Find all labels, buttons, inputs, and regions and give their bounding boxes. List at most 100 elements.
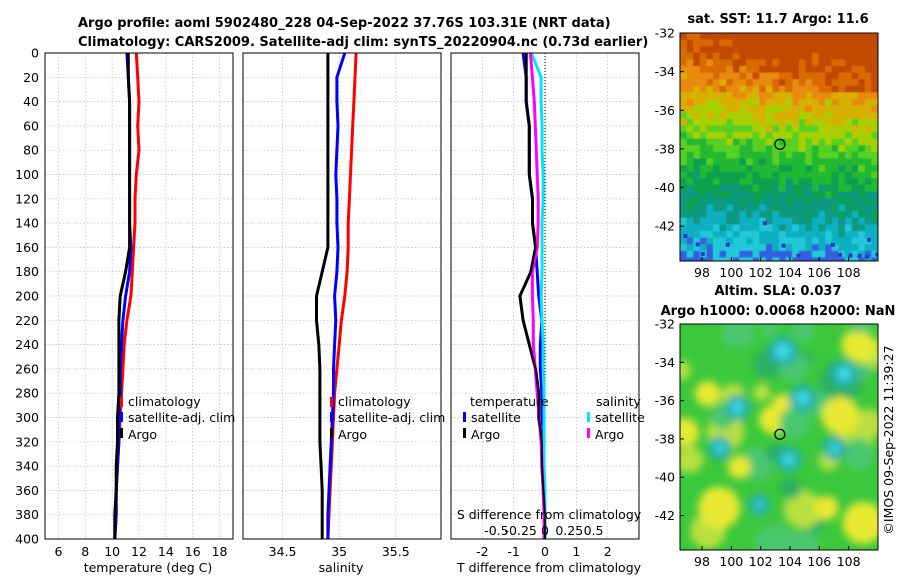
sst-cell bbox=[693, 237, 701, 245]
sst-cell bbox=[686, 198, 694, 206]
sst-cell bbox=[772, 145, 780, 153]
sst-cell bbox=[739, 224, 747, 232]
lat-tick-label: -38 bbox=[655, 431, 675, 446]
sst-cell bbox=[693, 99, 701, 107]
sst-cell bbox=[812, 151, 820, 159]
sst-cell bbox=[719, 138, 727, 146]
lon-tick-label: 102 bbox=[749, 554, 773, 569]
sst-cell bbox=[818, 33, 826, 41]
sst-cell bbox=[693, 125, 701, 133]
sst-cell bbox=[851, 231, 859, 239]
sst-cell bbox=[845, 158, 853, 166]
sst-cell bbox=[818, 112, 826, 120]
sst-cell bbox=[726, 178, 734, 186]
sst-cell bbox=[739, 46, 747, 54]
sst-cell bbox=[871, 132, 878, 140]
sst-cell bbox=[765, 52, 773, 60]
sst-cell bbox=[871, 237, 878, 245]
sst-cell bbox=[871, 59, 878, 67]
sst-cell bbox=[772, 72, 780, 80]
sst-cell bbox=[779, 244, 787, 252]
temperature-panel: 0 20 40 60 80 100 120 140 160 180 200 220 240 260 280 3… bbox=[15, 46, 234, 559]
sst-cell bbox=[772, 224, 780, 232]
sst-cell bbox=[693, 118, 701, 126]
sst-cell bbox=[713, 171, 721, 179]
sst-cell bbox=[812, 237, 820, 245]
sst-cell bbox=[838, 204, 846, 212]
sst-cell bbox=[864, 178, 872, 186]
sst-cell bbox=[772, 33, 780, 41]
sst-cell bbox=[719, 204, 727, 212]
sst-cell bbox=[739, 125, 747, 133]
sst-cell bbox=[693, 151, 701, 159]
sst-cell bbox=[805, 217, 813, 225]
sst-cell bbox=[693, 52, 701, 60]
sst-cell bbox=[765, 211, 773, 219]
sst-cell bbox=[831, 85, 839, 93]
sst-cell bbox=[752, 59, 760, 67]
sst-cell bbox=[752, 204, 760, 212]
lat-tick-label: -36 bbox=[655, 393, 675, 408]
sst-cell bbox=[864, 217, 872, 225]
sst-cell bbox=[851, 125, 859, 133]
sst-cell bbox=[719, 244, 727, 252]
sst-cell bbox=[831, 151, 839, 159]
sst-cell bbox=[831, 171, 839, 179]
sst-cell bbox=[851, 52, 859, 60]
sst-cell bbox=[706, 244, 714, 252]
sst-cell bbox=[798, 191, 806, 199]
sst-cell bbox=[798, 79, 806, 87]
sst-cell bbox=[785, 79, 793, 87]
sst-cell bbox=[706, 99, 714, 107]
sst-cell bbox=[732, 184, 740, 192]
sst-cell bbox=[798, 151, 806, 159]
sst-cell bbox=[851, 171, 859, 179]
sst-cell bbox=[693, 224, 701, 232]
sst-cell bbox=[706, 33, 714, 41]
sla-eddy-core bbox=[731, 401, 744, 414]
sst-cell bbox=[779, 250, 787, 258]
lat-tick-label: -34 bbox=[655, 355, 675, 370]
figure-title-line1: Argo profile: aoml 5902480_228 04-Sep-20… bbox=[78, 16, 611, 31]
sst-cell bbox=[680, 165, 688, 173]
sst-cell bbox=[792, 151, 800, 159]
sst-cell bbox=[765, 250, 773, 258]
sst-cell bbox=[792, 211, 800, 219]
depth-tick-label: 80 bbox=[23, 143, 39, 158]
sst-cell bbox=[746, 224, 754, 232]
sst-cell bbox=[693, 92, 701, 100]
sst-cell bbox=[785, 257, 793, 261]
legend-swatch-t-satellite bbox=[463, 412, 466, 422]
sst-cell bbox=[726, 237, 734, 245]
sst-cell bbox=[686, 244, 694, 252]
sst-cell bbox=[765, 33, 773, 41]
sst-cold-pixel bbox=[875, 252, 878, 257]
sst-cell bbox=[726, 72, 734, 80]
sst-cell bbox=[864, 33, 872, 41]
sla-blob bbox=[854, 362, 873, 381]
sst-cell bbox=[858, 125, 866, 133]
sst-cell bbox=[792, 224, 800, 232]
sst-cell bbox=[772, 99, 780, 107]
sst-cell bbox=[798, 165, 806, 173]
depth-tick-label: 60 bbox=[23, 118, 39, 133]
sst-cell bbox=[845, 191, 853, 199]
sst-cell bbox=[765, 138, 773, 146]
sst-cell bbox=[871, 138, 878, 146]
sst-cell bbox=[739, 191, 747, 199]
sst-cell bbox=[818, 158, 826, 166]
sst-cell bbox=[812, 72, 820, 80]
sst-cell bbox=[864, 204, 872, 212]
lon-tick-label: 106 bbox=[807, 554, 831, 569]
sst-cell bbox=[732, 178, 740, 186]
legend-swatch-satellite bbox=[120, 412, 123, 422]
sst-cell bbox=[792, 158, 800, 166]
sst-cell bbox=[699, 224, 707, 232]
sst-cell bbox=[693, 184, 701, 192]
sst-cell bbox=[845, 151, 853, 159]
sst-cell bbox=[871, 66, 878, 74]
sst-cell bbox=[726, 224, 734, 232]
sst-cell bbox=[838, 118, 846, 126]
sst-cell bbox=[785, 250, 793, 258]
sst-cell bbox=[792, 39, 800, 47]
